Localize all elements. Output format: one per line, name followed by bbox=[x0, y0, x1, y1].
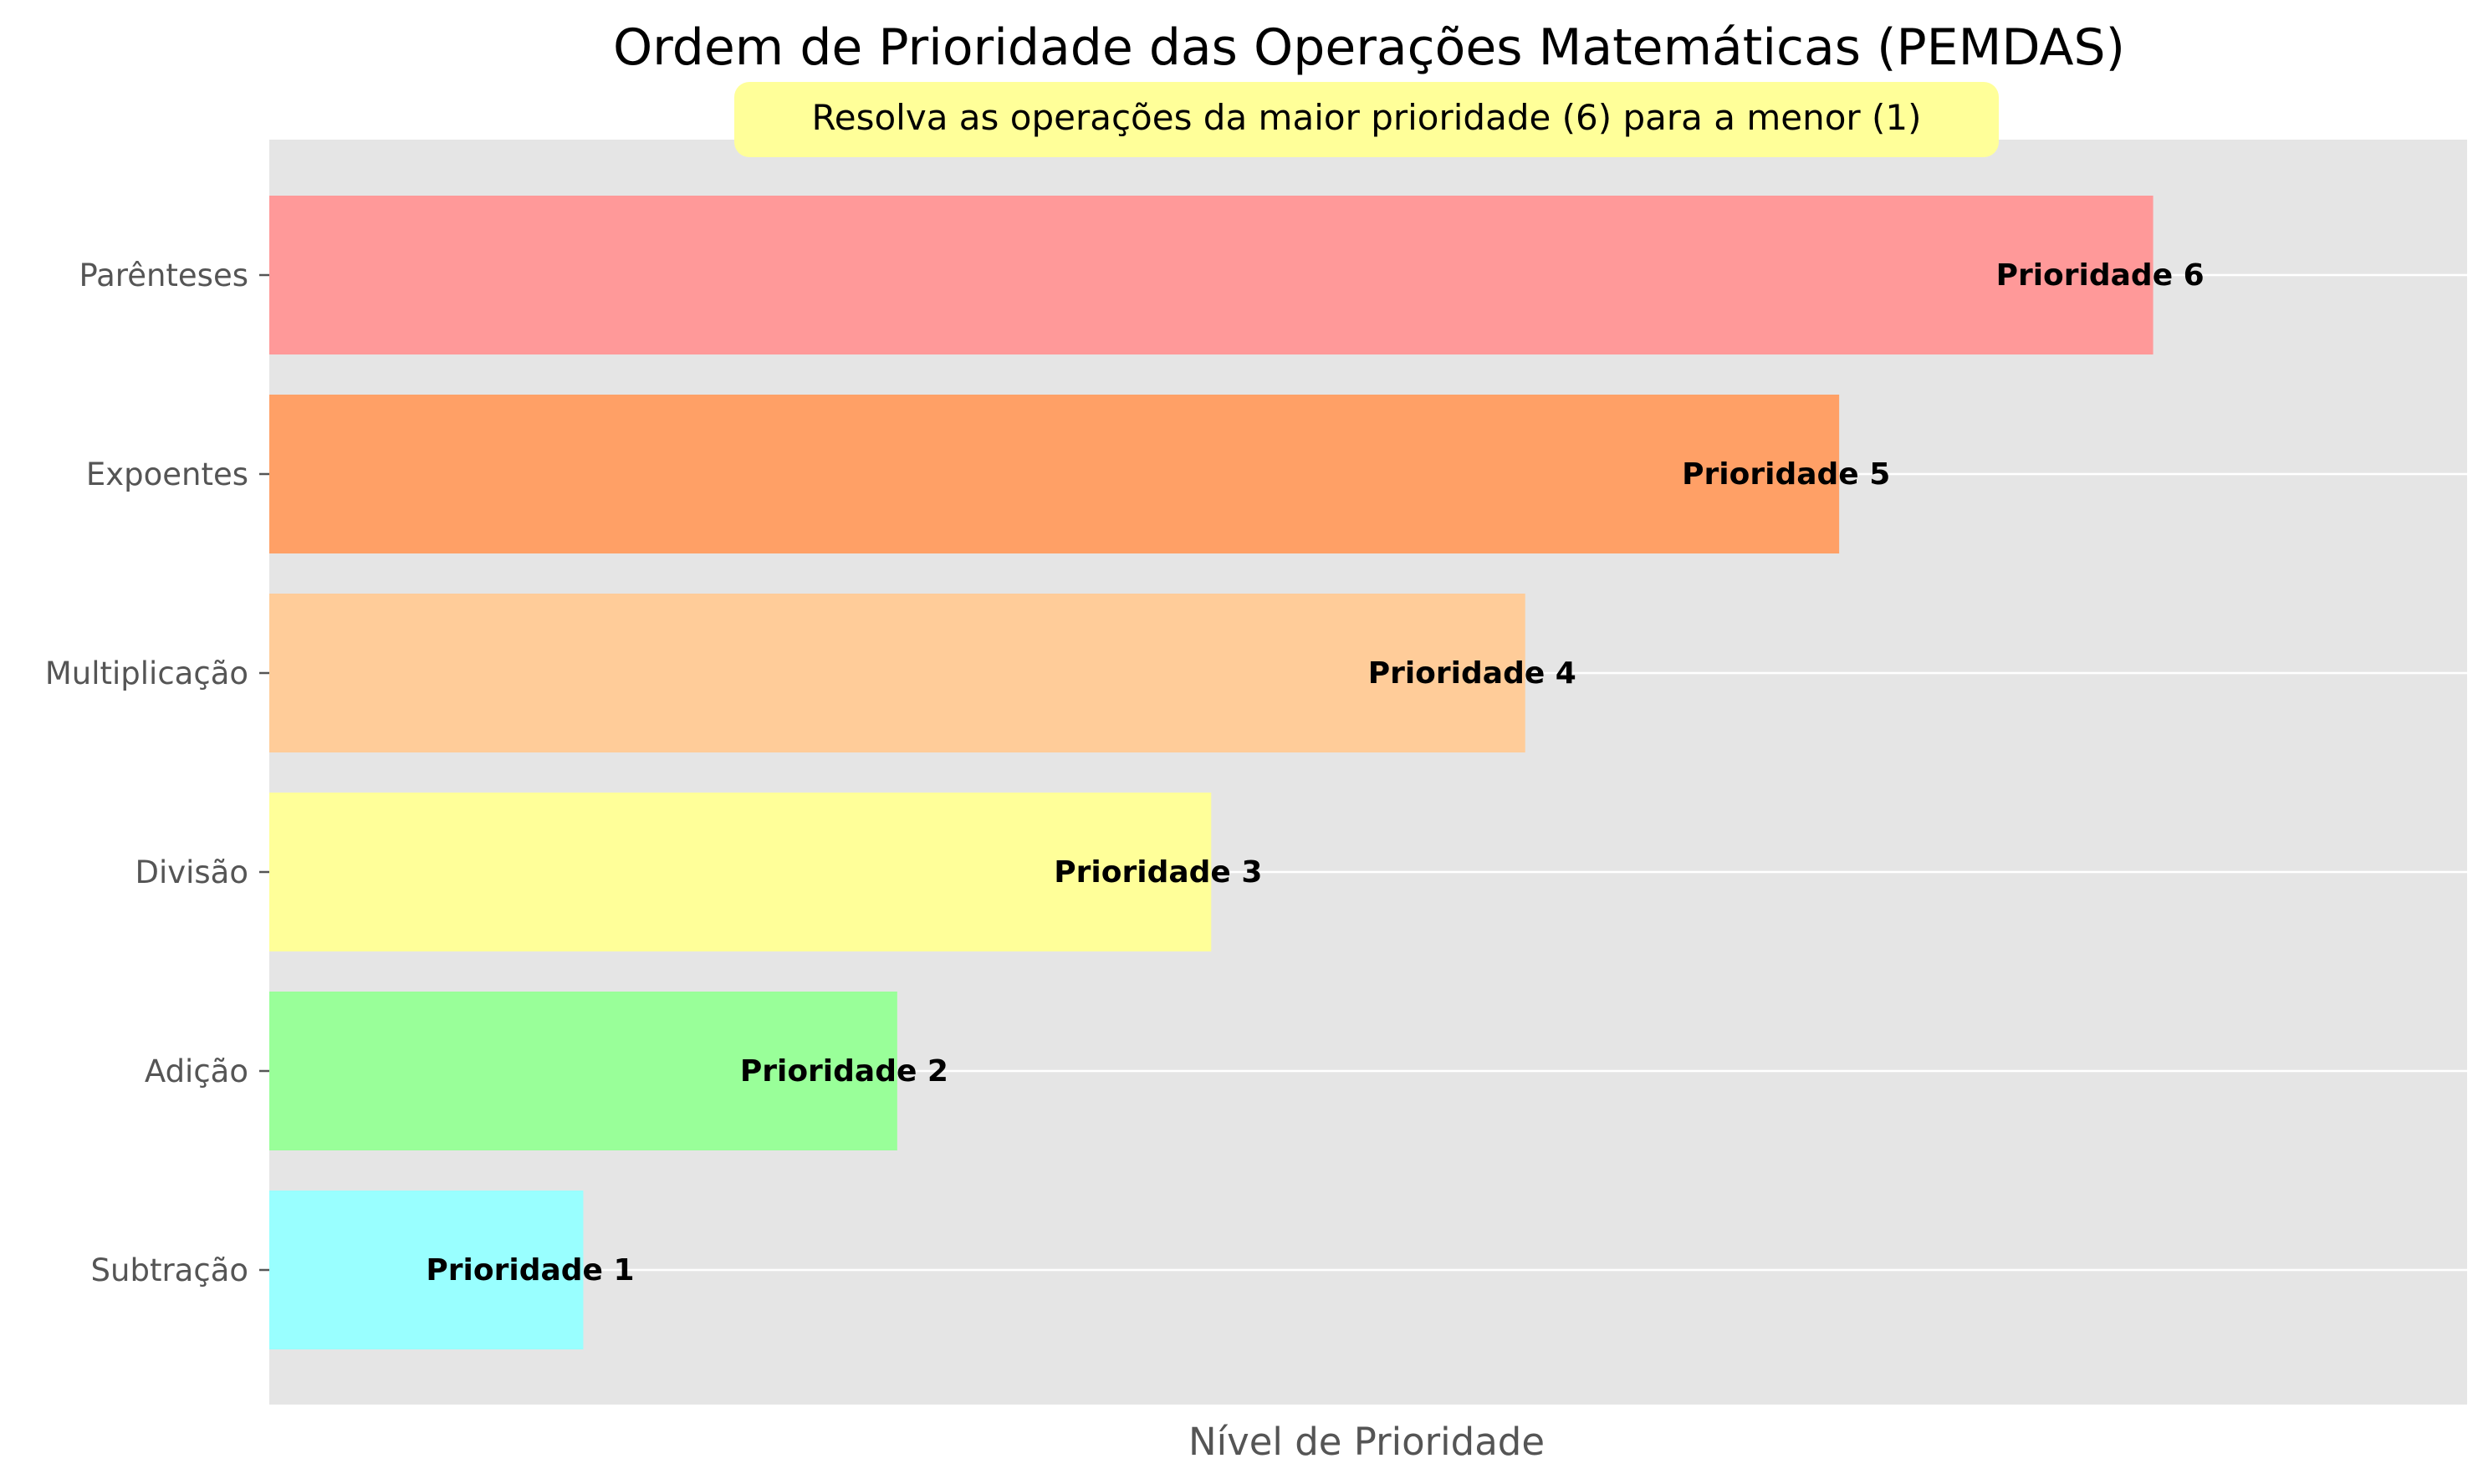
category-label: Divisão bbox=[135, 854, 248, 890]
subtitle-box bbox=[734, 82, 1999, 157]
bar-2 bbox=[269, 594, 1525, 752]
bar-value-label: Prioridade 2 bbox=[740, 1054, 948, 1089]
chart-subtitle: Resolva as operações da maior prioridade… bbox=[811, 97, 1921, 138]
y-axis-ticks bbox=[259, 273, 269, 1272]
category-label: Expoentes bbox=[86, 456, 248, 492]
bar-0 bbox=[269, 196, 2153, 354]
category-label: Subtração bbox=[91, 1252, 248, 1288]
bar-3 bbox=[269, 793, 1212, 951]
bar-4 bbox=[269, 992, 897, 1150]
bar-value-label: Prioridade 3 bbox=[1054, 855, 1262, 890]
bar-value-labels: Prioridade 6 Prioridade 5 Prioridade 4 Prio… bbox=[426, 258, 2204, 1288]
bar-value-label: Prioridade 6 bbox=[1996, 258, 2205, 293]
bars bbox=[269, 196, 2153, 1349]
bar-value-label: Prioridade 5 bbox=[1682, 457, 1890, 492]
bar-value-label: Prioridade 4 bbox=[1368, 656, 1576, 691]
bar-1 bbox=[269, 395, 1840, 553]
bar-5 bbox=[269, 1191, 584, 1349]
category-label: Multiplicação bbox=[45, 655, 248, 691]
category-label: Parênteses bbox=[79, 258, 248, 293]
bar-value-label: Prioridade 1 bbox=[426, 1253, 634, 1288]
category-label: Adição bbox=[145, 1053, 248, 1089]
y-axis-labels: Parênteses Expoentes Multiplicação Divisão A… bbox=[45, 258, 248, 1288]
x-axis-label: Nível de Prioridade bbox=[1188, 1420, 1545, 1464]
chart-title: Ordem de Prioridade das Operações Matemá… bbox=[613, 18, 2125, 77]
